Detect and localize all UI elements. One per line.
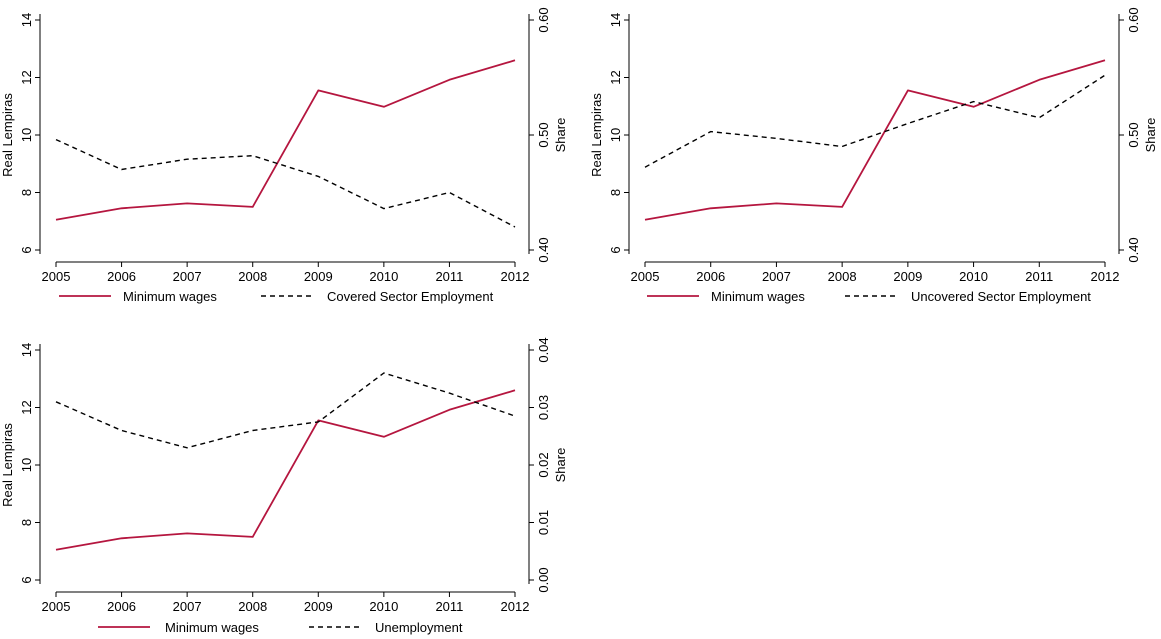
share-series-line [55, 372, 516, 449]
minimum-wage-series-line [55, 59, 516, 221]
legend-label-share: Unemployment [375, 620, 463, 635]
share-series-line [55, 138, 516, 228]
x-tick-label: 2005 [631, 269, 660, 284]
x-tick-label: 2008 [828, 269, 857, 284]
legend: Minimum wages Unemployment [98, 620, 463, 635]
x-tick-label: 2012 [501, 269, 530, 284]
x-tick-label: 2011 [435, 599, 463, 614]
chart-panel-1: 2005 2006 2007 2008 2009 2010 2011 2012 6 8 10 12 14… [0, 7, 568, 304]
legend-label-minimum-wages: Minimum wages [711, 289, 805, 304]
left-y-axis-title: Real Lempiras [0, 423, 15, 507]
chart-panel-3: 2005 2006 2007 2008 2009 2010 2011 2012 6 8 10 12 14… [0, 337, 568, 635]
x-tick-label: 2012 [501, 599, 530, 614]
left-y-tick-label: 6 [608, 246, 623, 253]
legend-label-share: Uncovered Sector Employment [911, 289, 1091, 304]
legend-label-minimum-wages: Minimum wages [123, 289, 217, 304]
x-tick-label: 2006 [107, 599, 136, 614]
left-y-tick-label: 12 [19, 400, 34, 414]
x-tick-label: 2008 [238, 599, 267, 614]
left-y-tick-label: 8 [19, 189, 34, 196]
left-y-tick-label: 8 [608, 189, 623, 196]
right-y-tick-label: 0.40 [1126, 237, 1141, 262]
right-y-tick-label: 0.50 [536, 122, 551, 147]
right-y-tick-label: 0.01 [536, 510, 551, 535]
x-tick-label: 2010 [369, 599, 398, 614]
x-tick-label: 2011 [1025, 269, 1053, 284]
x-tick-label: 2011 [435, 269, 463, 284]
x-tick-label: 2010 [369, 269, 398, 284]
legend-label-share: Covered Sector Employment [327, 289, 494, 304]
left-y-tick-label: 10 [608, 128, 623, 142]
left-y-tick-label: 6 [19, 576, 34, 583]
left-y-tick-label: 14 [19, 343, 34, 357]
legend: Minimum wages Uncovered Sector Employment [647, 289, 1091, 304]
x-tick-label: 2009 [304, 269, 333, 284]
x-tick-label: 2009 [893, 269, 922, 284]
right-y-axis-title: Share [553, 448, 568, 483]
left-y-tick-label: 8 [19, 519, 34, 526]
right-y-tick-label: 0.50 [1126, 122, 1141, 147]
x-tick-label: 2007 [173, 269, 202, 284]
x-tick-label: 2010 [959, 269, 988, 284]
left-y-tick-label: 10 [19, 128, 34, 142]
x-tick-label: 2006 [696, 269, 725, 284]
legend-label-minimum-wages: Minimum wages [165, 620, 259, 635]
x-tick-label: 2009 [304, 599, 333, 614]
x-tick-label: 2005 [42, 599, 71, 614]
right-y-tick-label: 0.04 [536, 337, 551, 362]
legend: Minimum wages Covered Sector Employment [59, 289, 494, 304]
right-y-tick-label: 0.02 [536, 452, 551, 477]
right-y-tick-label: 0.60 [1126, 7, 1141, 32]
left-y-axis-title: Real Lempiras [0, 93, 15, 177]
x-tick-label: 2012 [1091, 269, 1120, 284]
left-y-tick-label: 6 [19, 246, 34, 253]
right-y-axis-title: Share [1143, 118, 1158, 153]
left-y-tick-label: 10 [19, 458, 34, 472]
left-y-tick-label: 14 [19, 13, 34, 27]
left-y-tick-label: 12 [19, 70, 34, 84]
left-y-tick-label: 12 [608, 70, 623, 84]
share-series-line [644, 74, 1106, 168]
x-tick-label: 2006 [107, 269, 136, 284]
right-y-axis-title: Share [553, 118, 568, 153]
right-y-tick-label: 0.60 [536, 7, 551, 32]
x-tick-label: 2007 [173, 599, 202, 614]
right-y-tick-label: 0.03 [536, 395, 551, 420]
minimum-wage-series-line [55, 389, 516, 551]
chart-panel-2: 2005 2006 2007 2008 2009 2010 2011 2012 6 8 10 12 14… [589, 7, 1158, 304]
right-y-tick-label: 0.40 [536, 237, 551, 262]
x-tick-label: 2008 [238, 269, 267, 284]
right-y-tick-label: 0.00 [536, 567, 551, 592]
minimum-wage-series-line [644, 59, 1106, 221]
x-tick-label: 2005 [42, 269, 71, 284]
left-y-axis-title: Real Lempiras [589, 93, 604, 177]
x-tick-label: 2007 [762, 269, 791, 284]
left-y-tick-label: 14 [608, 13, 623, 27]
